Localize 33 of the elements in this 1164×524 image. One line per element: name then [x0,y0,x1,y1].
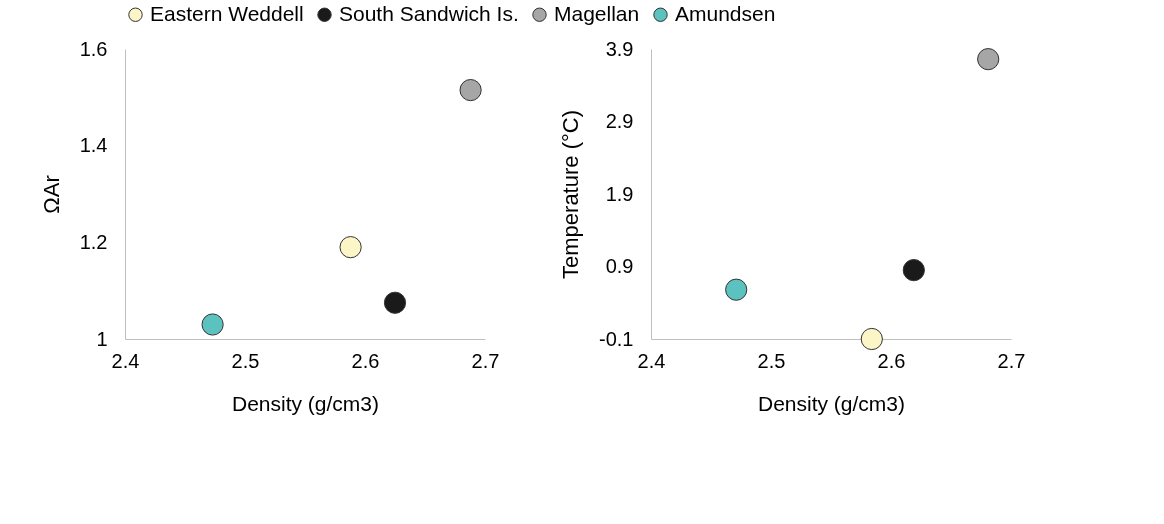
point [201,313,224,336]
point [977,48,1000,71]
y-tick-label: 3.9 [605,37,634,60]
y-tick-label: 0.9 [605,255,634,277]
point [459,79,482,102]
x-tick-label: 2.6 [877,349,906,372]
legend-label: Magellan [554,1,640,25]
x-tick-label: 2.6 [351,349,380,372]
y-tick-label: 1.4 [79,134,108,157]
y-tick-label: 1.2 [79,230,108,253]
y-axis-title: ΩAr [38,175,64,214]
legend-label: Amundsen [675,1,776,25]
y-tick-label: -0.1 [599,327,634,350]
x-tick-label: 2.7 [471,349,500,372]
y-tick-label: 1.9 [605,182,634,205]
y-tick-label: 1.6 [79,37,108,60]
legend-label: South Sandwich Is. [339,1,519,25]
y-tick-label: 2.9 [605,110,634,132]
legend-label: Eastern Weddell [150,1,304,25]
point [725,278,748,301]
x-axis-title: Density (g/cm3) [757,391,906,415]
point [339,236,362,259]
y-tick-label: 1 [96,327,108,350]
x-tick-label: 2.7 [997,349,1026,372]
point [860,327,883,351]
x-tick-label: 2.5 [231,349,260,372]
point [902,259,925,282]
x-tick-label: 2.4 [637,349,666,372]
x-tick-label: 2.4 [111,349,140,372]
x-tick-label: 2.5 [757,349,786,372]
x-axis-title: Density (g/cm3) [231,391,380,415]
point [383,291,407,314]
y-axis-title: Temperature (°C) [558,110,584,279]
